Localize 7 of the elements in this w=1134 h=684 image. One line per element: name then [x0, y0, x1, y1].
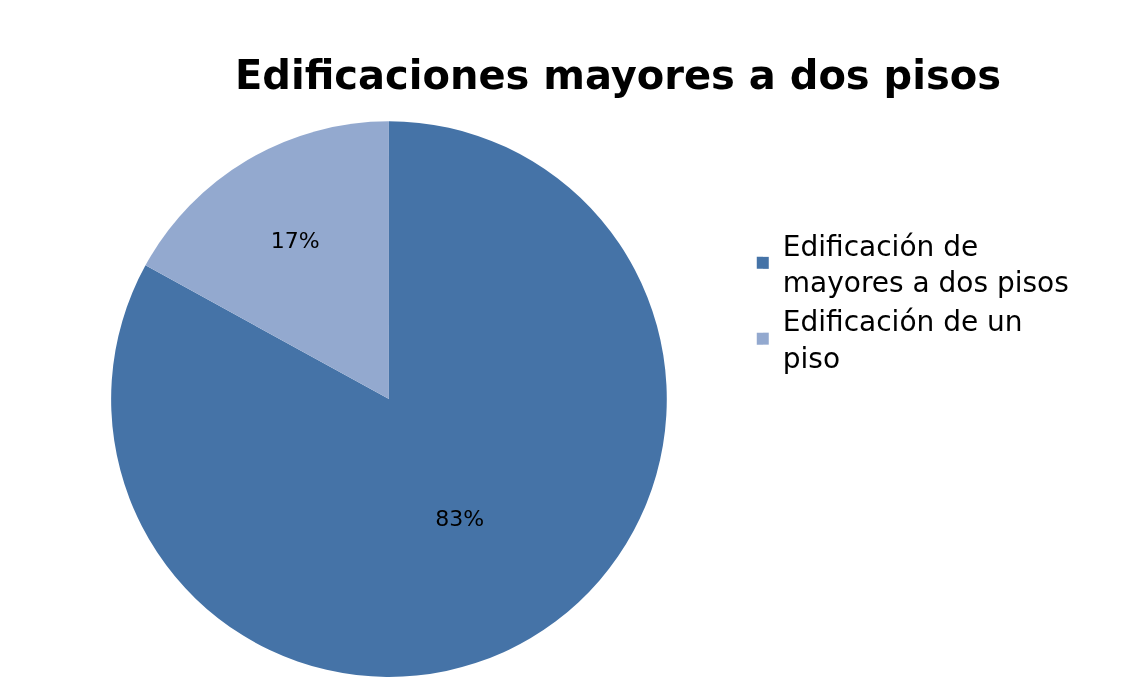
pie-slice	[111, 121, 667, 677]
data-label: 83%	[435, 506, 485, 532]
data-label: 17%	[270, 228, 320, 254]
legend-label: Edificación de mayores a dos pisos	[782, 229, 1069, 299]
legend-label: Edificación de un piso	[782, 305, 1023, 375]
chart-title: Edificaciones mayores a dos pisos	[235, 52, 1002, 99]
pie-slice	[145, 121, 389, 400]
